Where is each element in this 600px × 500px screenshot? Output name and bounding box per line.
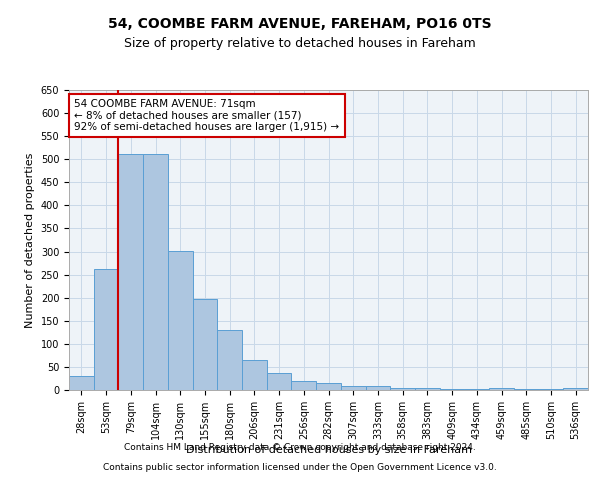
Bar [539, 389, 563, 390]
Bar [316, 383, 341, 390]
Bar [489, 388, 514, 390]
Bar [267, 373, 292, 390]
Bar [464, 389, 489, 390]
Bar [292, 381, 316, 390]
Text: 54 COOMBE FARM AVENUE: 71sqm
← 8% of detached houses are smaller (157)
92% of se: 54 COOMBE FARM AVENUE: 71sqm ← 8% of det… [74, 99, 340, 132]
Bar [69, 376, 94, 390]
Bar [341, 386, 365, 390]
Text: Size of property relative to detached houses in Fareham: Size of property relative to detached ho… [124, 38, 476, 51]
X-axis label: Distribution of detached houses by size in Fareham: Distribution of detached houses by size … [185, 444, 472, 454]
Text: 54, COOMBE FARM AVENUE, FAREHAM, PO16 0TS: 54, COOMBE FARM AVENUE, FAREHAM, PO16 0T… [108, 18, 492, 32]
Bar [193, 299, 217, 390]
Bar [514, 389, 539, 390]
Y-axis label: Number of detached properties: Number of detached properties [25, 152, 35, 328]
Bar [118, 154, 143, 390]
Bar [217, 330, 242, 390]
Text: Contains public sector information licensed under the Open Government Licence v3: Contains public sector information licen… [103, 462, 497, 471]
Bar [440, 389, 464, 390]
Bar [242, 360, 267, 390]
Bar [168, 250, 193, 390]
Bar [563, 388, 588, 390]
Text: Contains HM Land Registry data © Crown copyright and database right 2024.: Contains HM Land Registry data © Crown c… [124, 442, 476, 452]
Bar [94, 269, 118, 390]
Bar [390, 388, 415, 390]
Bar [365, 386, 390, 390]
Bar [415, 388, 440, 390]
Bar [143, 154, 168, 390]
